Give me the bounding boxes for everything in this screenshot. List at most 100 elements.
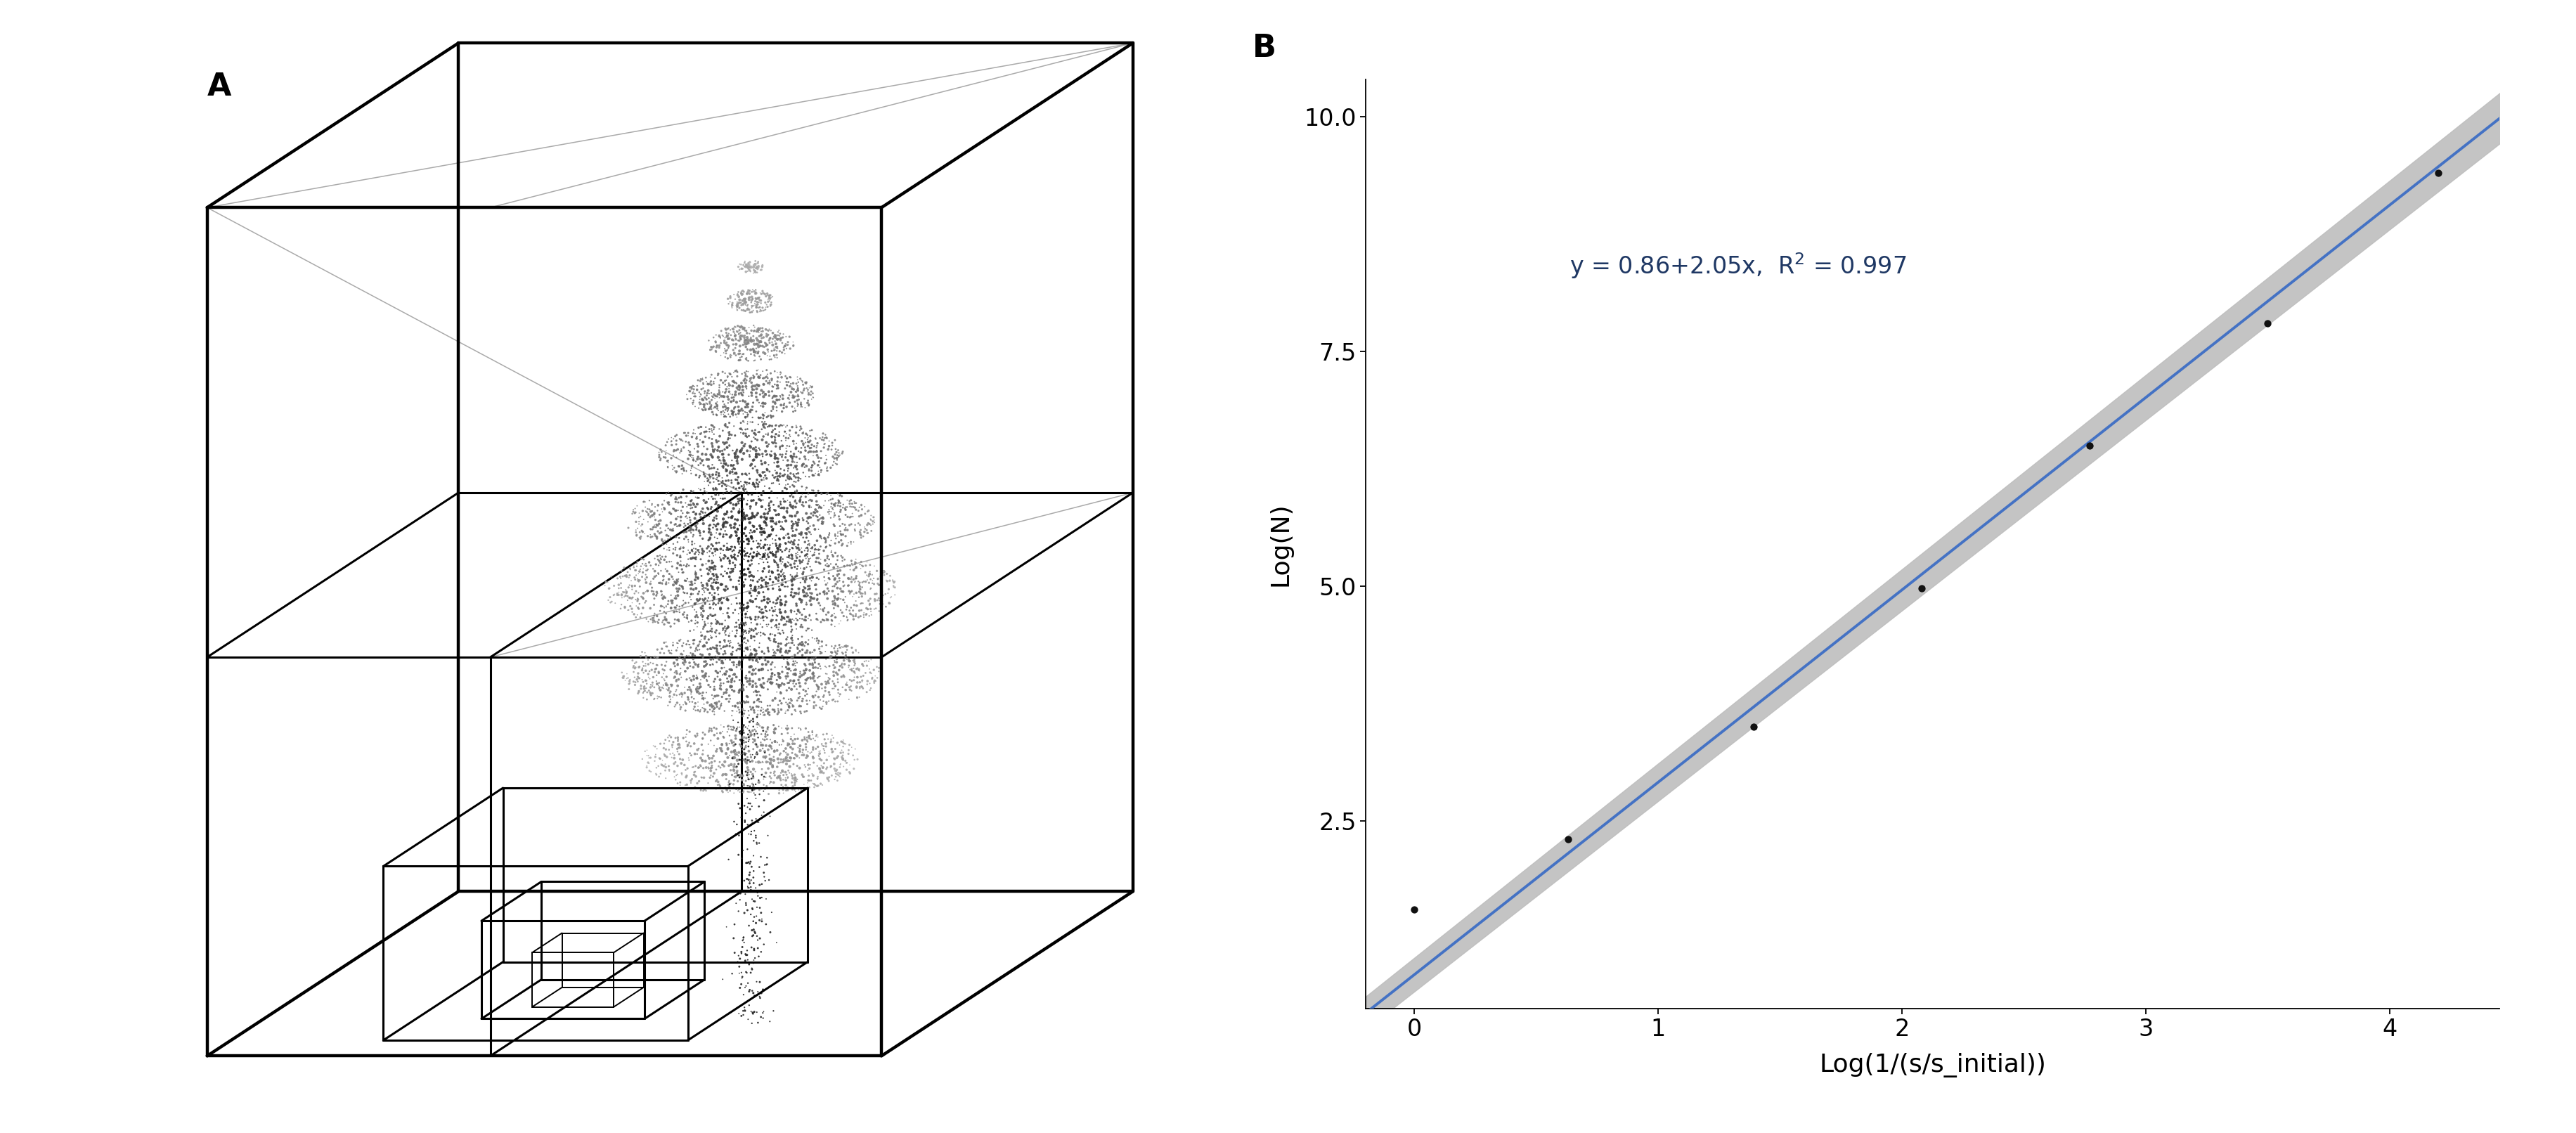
Point — [623, 589, 665, 607]
Point — [623, 510, 665, 528]
Point — [634, 582, 675, 600]
Point — [752, 407, 793, 425]
Point — [742, 382, 783, 400]
Point — [665, 656, 706, 674]
Point — [806, 611, 848, 629]
Point — [701, 403, 742, 421]
Point — [762, 397, 804, 415]
Point — [755, 450, 796, 468]
Point — [711, 646, 752, 664]
Point — [616, 561, 657, 579]
Point — [690, 650, 732, 668]
Point — [683, 375, 724, 393]
Point — [621, 529, 662, 547]
Point — [788, 437, 829, 455]
Point — [600, 586, 641, 604]
Point — [683, 401, 724, 419]
Point — [641, 597, 683, 615]
Point — [752, 654, 793, 672]
Point — [737, 715, 778, 733]
Point — [788, 650, 829, 668]
Point — [641, 586, 683, 604]
Point — [688, 542, 729, 560]
Point — [631, 495, 672, 513]
Point — [773, 453, 814, 471]
Point — [714, 756, 755, 774]
Point — [739, 366, 781, 384]
Point — [775, 552, 817, 570]
Point — [693, 588, 734, 606]
Point — [832, 672, 873, 690]
Point — [739, 741, 781, 759]
Point — [775, 383, 817, 401]
Point — [744, 544, 786, 562]
Point — [611, 589, 652, 607]
Point — [788, 550, 829, 568]
Point — [734, 725, 775, 743]
Point — [716, 782, 757, 800]
Point — [814, 680, 855, 698]
Point — [688, 537, 729, 555]
Point — [809, 501, 850, 519]
Point — [649, 661, 690, 679]
Point — [665, 571, 706, 589]
Point — [608, 560, 649, 578]
Point — [742, 704, 783, 722]
Point — [822, 751, 863, 769]
Point — [714, 391, 755, 409]
Point — [605, 583, 647, 602]
Point — [716, 496, 757, 514]
Point — [783, 376, 824, 394]
Point — [742, 546, 783, 564]
Point — [706, 372, 747, 390]
Point — [659, 556, 701, 574]
Point — [747, 697, 788, 715]
Point — [747, 603, 788, 621]
Point — [677, 399, 719, 417]
Point — [742, 740, 783, 758]
Point — [832, 662, 873, 680]
Point — [799, 545, 840, 563]
Point — [677, 593, 719, 611]
Point — [677, 590, 719, 608]
Point — [801, 509, 842, 527]
Point — [737, 409, 778, 427]
Point — [796, 506, 837, 525]
Point — [757, 330, 799, 348]
Point — [732, 506, 773, 525]
Point — [765, 344, 806, 363]
Point — [711, 392, 752, 410]
Point — [768, 746, 809, 764]
Point — [739, 736, 781, 755]
Point — [817, 446, 858, 465]
Point — [781, 702, 822, 721]
Point — [781, 384, 822, 402]
Point — [716, 297, 757, 315]
Point — [652, 678, 693, 696]
Point — [734, 478, 775, 496]
Point — [827, 649, 868, 667]
Point — [729, 879, 770, 897]
Point — [636, 564, 677, 582]
Point — [659, 664, 701, 682]
Point — [768, 698, 809, 716]
Point — [739, 508, 781, 526]
Point — [667, 503, 708, 521]
Point — [739, 320, 781, 338]
Point — [778, 547, 819, 565]
Point — [755, 658, 796, 676]
Point — [817, 565, 858, 583]
Point — [716, 301, 757, 320]
Point — [690, 400, 732, 418]
Point — [623, 680, 665, 698]
Point — [716, 953, 757, 971]
Point — [649, 641, 690, 659]
Point — [667, 613, 708, 631]
Point — [742, 624, 783, 642]
Point — [703, 387, 744, 406]
Point — [675, 539, 716, 557]
Point — [742, 282, 783, 300]
Point — [644, 598, 685, 616]
Point — [873, 577, 914, 595]
Point — [801, 613, 842, 631]
